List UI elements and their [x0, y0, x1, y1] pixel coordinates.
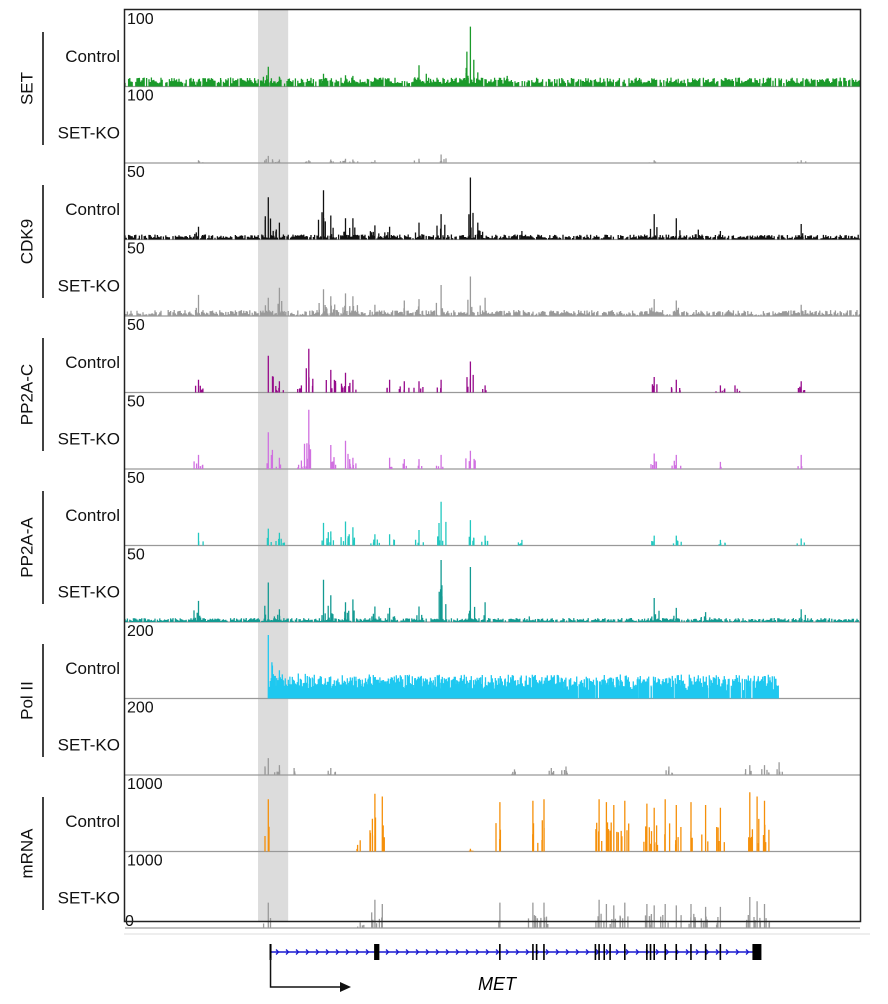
track-sample-label: Control: [65, 353, 120, 372]
group-label-pol-ii: Pol II: [17, 681, 36, 720]
signal-bars: [124, 177, 861, 240]
highlight-band: [258, 10, 289, 921]
exon-mark: [675, 944, 678, 960]
tss-arrow-line: [269, 958, 343, 988]
gene-start-exon: [269, 944, 272, 960]
track-sample-label: Control: [65, 47, 120, 66]
signal-bars: [197, 501, 805, 546]
exon-mark: [664, 944, 667, 960]
exon-mark: [594, 944, 597, 960]
track-scale-label: 1000: [127, 853, 163, 870]
track-mrna-set-ko: 1000 SET-KO: [58, 853, 860, 929]
signal-bars: [124, 560, 859, 622]
track-scale-label: 200: [127, 700, 154, 717]
exon-mark: [535, 944, 538, 960]
track-scale-label: 50: [127, 394, 145, 411]
highlight-layer: [258, 10, 289, 921]
track-pol-ii-set-ko: 200 SET-KO: [58, 700, 860, 776]
exon-mark: [543, 944, 545, 960]
signal-bars: [197, 154, 807, 163]
track-scale-label: 1000: [127, 776, 163, 793]
track-sample-label: SET-KO: [58, 124, 120, 143]
group-label-pp2a-a: PP2A-A: [17, 517, 36, 578]
track-sample-label: SET-KO: [58, 583, 120, 602]
track-sample-label: SET-KO: [58, 430, 120, 449]
track-scale-label: 200: [127, 623, 154, 640]
gene-name-label: MET: [478, 974, 518, 994]
track-pol-ii-control: 200 Control: [65, 623, 860, 700]
signal-bars: [194, 348, 806, 393]
exon-mark: [649, 944, 652, 960]
gene-model: MET: [124, 933, 870, 994]
signal-bars: [262, 897, 771, 928]
exon-mark: [598, 944, 600, 960]
exon-mark: [704, 944, 707, 960]
exon-mark: [653, 944, 655, 960]
track-scale-label: 50: [127, 547, 145, 564]
track-sample-label: SET-KO: [58, 889, 120, 908]
track-scale-label: 50: [127, 470, 145, 487]
track-set-control: 100 Control: [65, 11, 861, 88]
gene-end-exon: [752, 944, 762, 960]
exon-mark: [499, 944, 501, 960]
group-label-cdk9: CDK9: [17, 219, 36, 264]
signal-bars: [124, 26, 861, 87]
track-sample-label: SET-KO: [58, 736, 120, 755]
signal-bars: [264, 792, 770, 852]
group-label-set: SET: [17, 72, 36, 105]
exon-mark: [609, 944, 611, 960]
tss-arrow-head: [340, 982, 351, 992]
track-sample-label: Control: [65, 659, 120, 678]
track-scale-label: 50: [127, 241, 145, 258]
signal-bars: [267, 635, 779, 699]
track-set-set-ko: 100 SET-KO: [58, 88, 860, 164]
track-cdk9-control: 50 Control: [65, 164, 861, 241]
track-scale-label: 50: [127, 317, 145, 334]
exon-mark: [690, 944, 692, 960]
track-scale-label: 50: [127, 164, 145, 181]
exon-mark: [646, 944, 648, 960]
track-mrna-control: 1000 Control: [65, 776, 860, 853]
exon-mark: [532, 944, 534, 960]
track-sample-label: Control: [65, 200, 120, 219]
track-sample-label: SET-KO: [58, 277, 120, 296]
track-sample-label: Control: [65, 506, 120, 525]
exon-mark: [719, 944, 722, 960]
track-sample-label: Control: [65, 812, 120, 831]
track-pp2a-a-set-ko: 50 SET-KO: [58, 547, 860, 623]
exon-mark: [377, 944, 380, 960]
track-scale-label: 100: [127, 88, 154, 105]
signal-bars: [264, 758, 783, 775]
exon-mark: [603, 944, 606, 960]
track-pp2a-c-control: 50 Control: [65, 317, 860, 394]
exon-mark: [624, 944, 626, 960]
track-pp2a-a-control: 50 Control: [65, 470, 860, 547]
exon-mark: [374, 944, 379, 960]
signal-bars: [193, 409, 803, 469]
track-pp2a-c-set-ko: 50 SET-KO: [58, 394, 860, 470]
track-cdk9-set-ko: 50 SET-KO: [58, 241, 861, 317]
plot-frame: [123, 8, 862, 923]
signal-bars: [124, 276, 861, 316]
tracks-layer: 100 Control 100 SET-KO 50 Control 50 SET-KO 50 Co…: [58, 11, 861, 929]
group-label-mrna: mRNA: [17, 828, 36, 879]
group-label-pp2a-c: PP2A-C: [17, 364, 36, 425]
track-scale-label: 100: [127, 11, 154, 28]
